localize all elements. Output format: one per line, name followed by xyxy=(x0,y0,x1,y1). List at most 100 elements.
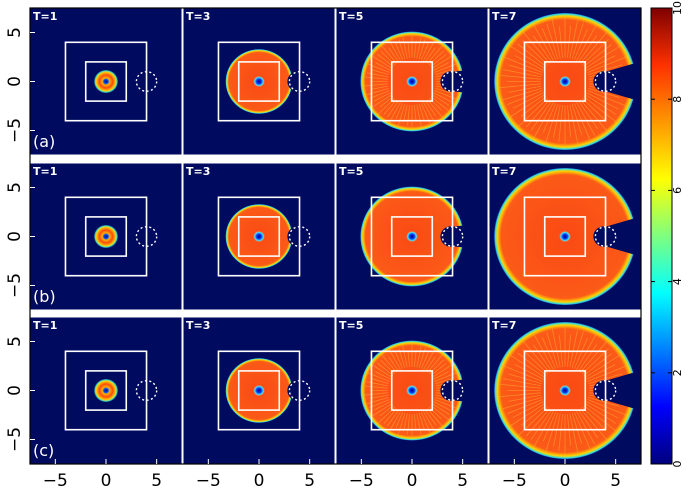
panel-r3-c2: T=3 xyxy=(182,316,336,465)
x-tick-label: −5 xyxy=(349,471,374,491)
panel-r2-c1: T=1 (b) xyxy=(29,162,183,311)
y-tick-label: 5 xyxy=(5,336,25,347)
outer-square xyxy=(64,196,148,277)
row-label: (a) xyxy=(33,132,55,151)
panel-time-label: T=1 xyxy=(33,319,57,332)
inner-square xyxy=(84,61,128,102)
panel-time-label: T=5 xyxy=(339,165,363,178)
panel-r1-c4: T=7 xyxy=(488,7,642,156)
source-core xyxy=(406,385,418,396)
inner-square xyxy=(390,216,434,257)
outer-square xyxy=(370,196,454,277)
y-tick-label: −5 xyxy=(5,427,25,452)
panel-r2-c2: T=3 xyxy=(182,162,336,311)
panel-time-label: T=7 xyxy=(492,165,516,178)
x-tick-label: 5 xyxy=(151,471,162,491)
colorbar-tick-label: 8 xyxy=(671,96,684,103)
inner-square xyxy=(543,370,587,411)
obstacle-circle xyxy=(288,225,311,247)
inner-square xyxy=(237,216,281,257)
panel-r3-c4: T=7 xyxy=(488,316,642,465)
obstacle-circle xyxy=(594,380,617,402)
inner-square xyxy=(84,216,128,257)
panel-time-label: T=3 xyxy=(186,10,210,23)
source-core xyxy=(406,76,418,87)
initial-blob xyxy=(93,378,119,403)
outer-square xyxy=(217,41,301,122)
colorbar-tick-label: 2 xyxy=(671,369,684,376)
outer-square xyxy=(217,196,301,277)
inner-square xyxy=(237,370,281,411)
source-core xyxy=(559,231,571,242)
panel-time-label: T=5 xyxy=(339,319,363,332)
panel-r1-c1: T=1 (a) xyxy=(29,7,183,156)
obstacle-circle xyxy=(441,380,464,402)
x-tick-label: −5 xyxy=(502,471,527,491)
outer-square xyxy=(370,350,454,431)
x-tick-label: −5 xyxy=(43,471,68,491)
outer-square xyxy=(217,350,301,431)
panel-time-label: T=3 xyxy=(186,165,210,178)
x-tick-label: 5 xyxy=(610,471,621,491)
source-core xyxy=(559,385,571,396)
y-tick-label: 5 xyxy=(5,27,25,38)
inner-square xyxy=(237,61,281,102)
outer-square xyxy=(64,350,148,431)
obstacle-circle xyxy=(288,70,311,92)
panel-r3-c1: T=1 (c) xyxy=(29,316,183,465)
outer-square xyxy=(370,41,454,122)
initial-blob xyxy=(93,224,119,249)
panel-time-label: T=7 xyxy=(492,319,516,332)
panel-r3-c3: T=5 xyxy=(335,316,489,465)
row-label: (b) xyxy=(33,287,56,306)
source-core xyxy=(559,76,571,87)
outer-square xyxy=(523,41,607,122)
y-tick-label: 0 xyxy=(5,231,25,242)
panel-r1-c2: T=3 xyxy=(182,7,336,156)
x-tick-label: 0 xyxy=(407,471,418,491)
colorbar-tick-label: 0 xyxy=(671,461,684,468)
panel-frame xyxy=(182,162,336,311)
panel-frame xyxy=(335,162,489,311)
obstacle-circle xyxy=(441,225,464,247)
colorbar xyxy=(650,7,673,465)
instability-streaks xyxy=(497,324,632,456)
x-tick-label: 5 xyxy=(304,471,315,491)
source-core xyxy=(406,231,418,242)
source-core xyxy=(253,385,265,396)
x-tick-label: 0 xyxy=(254,471,265,491)
obstacle-circle xyxy=(135,70,158,92)
colorbar-tick-label: 6 xyxy=(671,187,684,194)
x-tick-label: −5 xyxy=(196,471,221,491)
y-tick-label: −5 xyxy=(5,118,25,143)
outer-square xyxy=(523,196,607,277)
panel-time-label: T=7 xyxy=(492,10,516,23)
source-core xyxy=(253,231,265,242)
obstacle-circle xyxy=(135,380,158,402)
initial-blob xyxy=(93,69,119,94)
colorbar-tick-label: 4 xyxy=(671,278,684,285)
inner-square xyxy=(543,216,587,257)
inner-square xyxy=(84,370,128,411)
x-tick-label: 5 xyxy=(457,471,468,491)
obstacle-circle xyxy=(441,70,464,92)
panel-r2-c3: T=5 xyxy=(335,162,489,311)
y-tick-label: 0 xyxy=(5,385,25,396)
outer-square xyxy=(523,350,607,431)
panel-time-label: T=3 xyxy=(186,319,210,332)
y-tick-label: −5 xyxy=(5,273,25,298)
obstacle-circle xyxy=(135,225,158,247)
obstacle-circle xyxy=(288,380,311,402)
row-label: (c) xyxy=(33,441,54,460)
y-tick-label: 0 xyxy=(5,76,25,87)
x-tick-label: 0 xyxy=(101,471,112,491)
colorbar-tick-label: 10 xyxy=(671,1,684,15)
y-tick-label: 5 xyxy=(5,182,25,193)
source-core xyxy=(253,76,265,87)
obstacle-circle xyxy=(594,70,617,92)
panel-time-label: T=5 xyxy=(339,10,363,23)
panel-time-label: T=1 xyxy=(33,10,57,23)
x-tick-label: 0 xyxy=(560,471,571,491)
outer-square xyxy=(64,41,148,122)
